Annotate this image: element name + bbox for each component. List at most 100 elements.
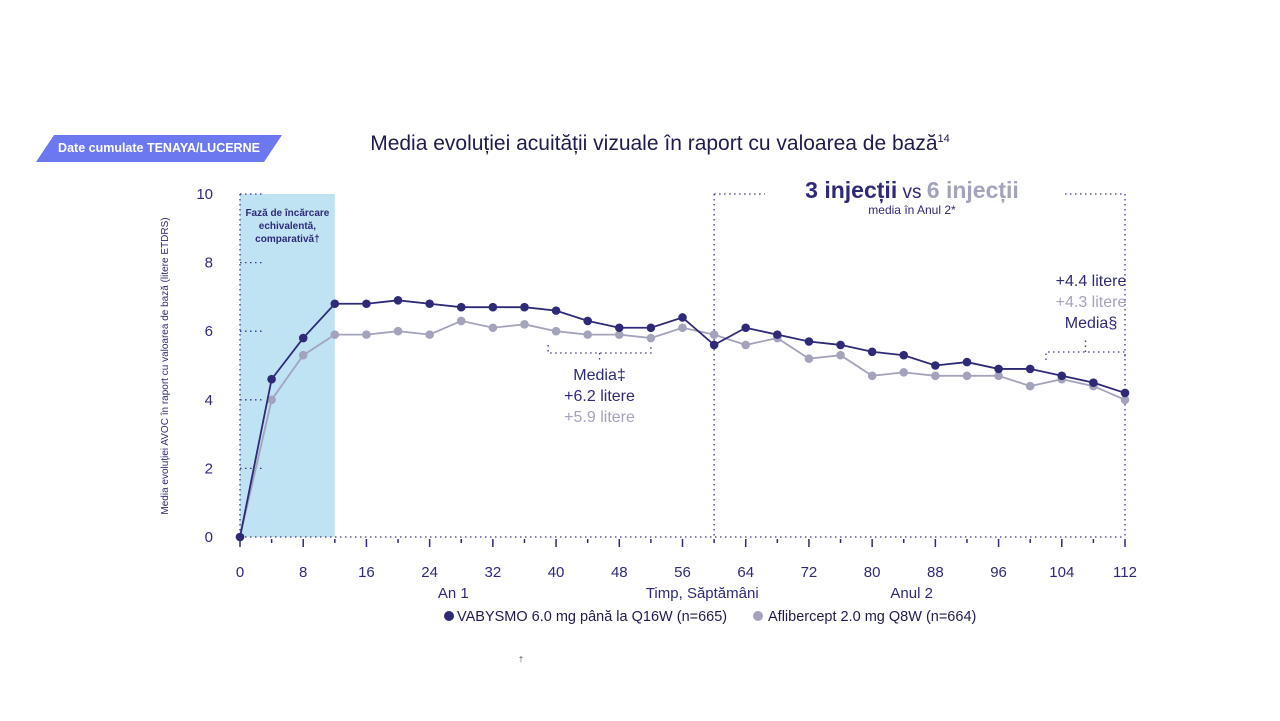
- aflibercept-point: [456, 316, 466, 326]
- x-tick-label: 56: [674, 564, 691, 581]
- vabysmo-point: [741, 323, 751, 333]
- x-tick-label: 8: [299, 564, 307, 581]
- aflibercept-point: [899, 368, 909, 377]
- vabysmo-point: [330, 299, 340, 309]
- x-tick-label: 88: [927, 564, 944, 581]
- aflibercept-point: [488, 323, 498, 333]
- loading-phase-label-line: comparativă†: [255, 234, 319, 245]
- footnote-marker: †: [519, 655, 523, 664]
- injections-subtitle: media în Anul 2*: [868, 203, 956, 217]
- year1-average-aflibercept: +5.9 litere: [564, 409, 635, 426]
- vabysmo-line: [239, 299, 1126, 538]
- aflibercept-point: [583, 330, 592, 339]
- year2-average-aflibercept: +4.3 litere: [1056, 294, 1127, 311]
- vabysmo-point: [804, 337, 814, 346]
- year1-average-bracket: [547, 345, 652, 354]
- vabysmo-point: [267, 374, 276, 384]
- vabysmo-point: [614, 323, 624, 333]
- y-tick-label: 6: [205, 323, 213, 340]
- x-tick-label: 80: [864, 564, 881, 581]
- chart-title-ref: 14: [937, 133, 950, 145]
- aflibercept-point: [646, 333, 656, 343]
- loading-phase-label-line: echivalentă,: [259, 221, 316, 232]
- injections-headline: 3 injecții vs 6 injecții: [805, 177, 1019, 204]
- vabysmo-point: [551, 306, 561, 315]
- year2-average-label: Media§: [1065, 315, 1117, 332]
- aflibercept-point: [836, 350, 845, 360]
- vabysmo-point: [1089, 378, 1098, 387]
- dataset-badge-label: Date cumulate TENAYA/LUCERNE: [58, 141, 260, 155]
- aflibercept-point: [994, 371, 1003, 381]
- y-tick-label: 2: [205, 460, 213, 477]
- aflibercept-point: [551, 326, 561, 336]
- year2-average-vabysmo: +4.4 litere: [1056, 273, 1127, 290]
- vabysmo-point: [678, 313, 687, 322]
- loading-phase-band: [240, 194, 335, 537]
- vabysmo-point: [836, 340, 845, 350]
- aflibercept-point: [962, 371, 972, 381]
- aflibercept-point: [330, 330, 340, 339]
- x-tick-label: 0: [236, 564, 244, 581]
- y-tick-label: 8: [205, 255, 213, 272]
- x-tick-label: 24: [421, 564, 438, 581]
- vabysmo-point: [583, 316, 592, 326]
- aflibercept-point: [931, 371, 940, 381]
- aflibercept-point: [614, 330, 624, 339]
- legend-marker-aflibercept: [753, 611, 763, 621]
- x-tick-label: 40: [548, 564, 565, 581]
- badge-shape: [36, 135, 282, 162]
- x-tick-label: 32: [485, 564, 502, 581]
- vabysmo-point: [425, 299, 434, 309]
- aflibercept-point: [804, 354, 814, 363]
- vabysmo-point: [931, 361, 940, 370]
- injections-aflibercept: 6 injecții: [927, 177, 1019, 204]
- aflibercept-point: [867, 371, 877, 381]
- aflibercept-point: [709, 330, 719, 339]
- vabysmo-point: [298, 333, 308, 343]
- aflibercept-point: [678, 323, 687, 333]
- vabysmo-point: [646, 323, 656, 333]
- x-tick-label: 48: [611, 564, 628, 581]
- vabysmo-point: [456, 302, 466, 312]
- vabysmo-point: [1120, 388, 1130, 398]
- vabysmo-point: [393, 296, 403, 305]
- aflibercept-point: [362, 330, 371, 339]
- legend-label-aflibercept: Aflibercept 2.0 mg Q8W (n=664): [768, 609, 976, 625]
- vabysmo-point: [488, 302, 498, 312]
- aflibercept-point: [267, 395, 276, 405]
- year1-average-vabysmo: +6.2 litere: [564, 388, 635, 405]
- bracket-layer: [547, 193, 1126, 537]
- injections-vabysmo: 3 injecții: [805, 177, 897, 204]
- label-layer: VABYSMO 6.0 mg până la Q16W (n=665) Aflib…: [444, 177, 1126, 664]
- y-axis-title: Media evoluției AVOC în raport cu valoar…: [160, 217, 171, 514]
- aflibercept-point: [298, 350, 308, 360]
- vabysmo-point: [867, 347, 877, 357]
- x-tick-label: 64: [737, 564, 754, 581]
- year2-average-bracket: [1045, 351, 1126, 360]
- x-tick-label: 112: [1113, 564, 1137, 581]
- x-axis-title: Timp, Săptămâni: [646, 585, 759, 602]
- year1-average-label: Media‡: [573, 367, 625, 384]
- dataset-badge: Date cumulate TENAYA/LUCERNE: [36, 135, 282, 162]
- x-tick-label: 16: [358, 564, 375, 581]
- aflibercept-point: [393, 326, 403, 336]
- aflibercept-point: [425, 330, 434, 339]
- legend-label-vabysmo: VABYSMO 6.0 mg până la Q16W (n=665): [457, 609, 727, 625]
- aflibercept-point: [1025, 381, 1035, 391]
- chart-title-text: Media evoluției acuității vizuale în rap…: [370, 132, 938, 155]
- vabysmo-point: [899, 350, 909, 360]
- x-tick-label: 72: [801, 564, 818, 581]
- vabysmo-point: [994, 364, 1003, 374]
- vabysmo-point: [1057, 371, 1067, 381]
- vabysmo-point: [709, 340, 719, 350]
- loading-phase-layer: Fază de încărcare echivalentă, comparativă…: [240, 194, 335, 537]
- aflibercept-point: [1120, 395, 1130, 405]
- legend-marker-vabysmo: [444, 611, 454, 621]
- chart-title: Media evoluției acuității vizuale în rap…: [300, 132, 1020, 156]
- aflibercept-point: [520, 320, 529, 329]
- vabysmo-point: [362, 299, 371, 309]
- vabysmo-point: [773, 330, 782, 339]
- aflibercept-point: [741, 340, 751, 350]
- x-tick-label: 96: [990, 564, 1007, 581]
